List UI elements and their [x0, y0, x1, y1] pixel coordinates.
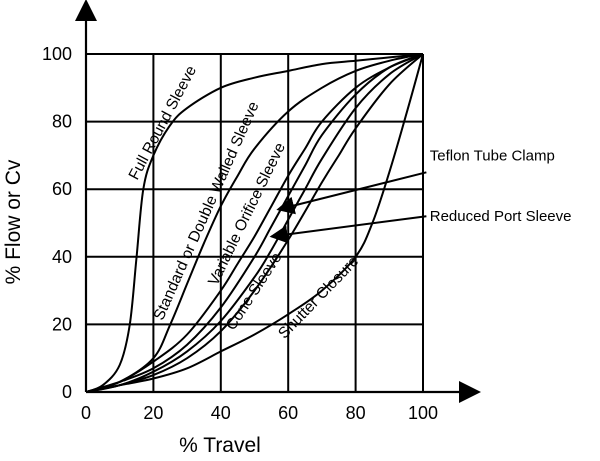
grid [86, 53, 424, 392]
callout-arrow [269, 215, 427, 244]
x-tick-label: 40 [211, 403, 231, 423]
y-tick-label: 80 [52, 112, 72, 132]
series-line-7 [85, 53, 424, 393]
y-tick-label: 0 [62, 382, 72, 402]
series-line-3 [85, 53, 424, 393]
x-tick-label: 0 [81, 403, 91, 423]
series-line-2 [85, 53, 424, 393]
axes [75, 0, 481, 403]
y-tick-label: 20 [52, 314, 72, 334]
callout-label: Teflon Tube Clamp [430, 147, 555, 164]
curve-label: Full Round Sleeve [126, 63, 200, 183]
x-tick-label: 100 [408, 403, 438, 423]
series-line-6 [85, 53, 424, 393]
series-line-5 [85, 53, 424, 393]
y-axis-title: % Flow or Cv [2, 159, 25, 284]
tick-labels: 0 20 40 60 80 100 0 20 40 60 80 100 [42, 44, 438, 423]
y-tick-label: 40 [52, 247, 72, 267]
series-line-1 [85, 53, 424, 393]
x-tick-label: 80 [346, 403, 366, 423]
y-tick-label: 100 [42, 44, 72, 64]
callout-arrow [276, 171, 427, 215]
x-tick-label: 60 [278, 403, 298, 423]
callouts: Teflon Tube Clamp Reduced Port Sleeve [269, 147, 572, 244]
callout-label: Reduced Port Sleeve [430, 208, 572, 225]
x-axis-title: % Travel [179, 434, 261, 457]
y-tick-label: 60 [52, 179, 72, 199]
x-tick-label: 20 [143, 403, 163, 423]
